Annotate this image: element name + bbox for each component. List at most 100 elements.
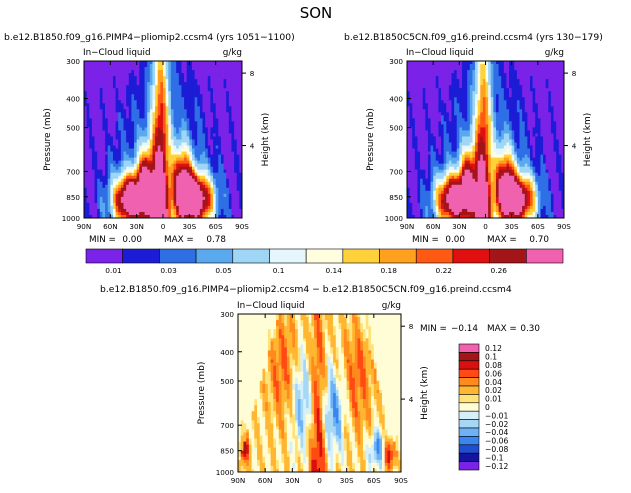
heatmap-cell (173, 103, 177, 107)
heatmap-cell (425, 151, 429, 155)
heatmap-cell (239, 169, 243, 174)
heatmap-cell (168, 151, 172, 155)
heatmap-cell (485, 100, 489, 104)
heatmap-cell (501, 73, 505, 77)
heatmap-cell (430, 109, 434, 113)
heatmap-cell (488, 61, 492, 65)
heatmap-cell (105, 190, 109, 195)
heatmap-cell (144, 97, 148, 101)
heatmap-cell (220, 208, 224, 213)
heatmap-cell (94, 139, 98, 143)
heatmap-cell (170, 136, 174, 140)
heatmap-cell (157, 61, 161, 65)
heatmap-cell (218, 202, 222, 207)
heatmap-cell (535, 64, 539, 68)
heatmap-cell (123, 130, 127, 134)
heatmap-cell (228, 106, 232, 110)
heatmap-cell (448, 85, 452, 89)
heatmap-cell (186, 127, 190, 131)
heatmap-cell (97, 190, 101, 195)
heatmap-cell (482, 133, 486, 137)
heatmap-cell (194, 76, 198, 80)
heatmap-cell (152, 142, 156, 146)
heatmap-cell (561, 94, 565, 98)
heatmap-cell (110, 64, 114, 68)
heatmap-cell (89, 64, 93, 68)
heatmap-cell (427, 79, 431, 83)
heatmap-cell (459, 130, 463, 134)
heatmap-cell (189, 67, 193, 71)
heatmap-cell (435, 121, 439, 125)
heatmap-cell (176, 79, 180, 83)
heatmap-cell (236, 109, 240, 113)
heatmap-cell (205, 115, 209, 119)
heatmap-cell (407, 112, 411, 116)
heatmap-cell (173, 127, 177, 131)
heatmap-cell (213, 91, 217, 95)
heatmap-cell (118, 85, 122, 89)
y-tick-label: 700 (66, 167, 80, 176)
heatmap-cell (97, 196, 101, 201)
heatmap-cell (134, 112, 138, 116)
heatmap-cell (205, 145, 209, 149)
heatmap-cell (519, 103, 523, 107)
heatmap-cell (545, 109, 549, 113)
heatmap-cell (89, 148, 93, 152)
heatmap-cell (110, 211, 114, 216)
heatmap-cell (509, 127, 513, 131)
heatmap-cell (205, 196, 209, 201)
heatmap-cell (202, 214, 206, 219)
heatmap-cell (207, 139, 211, 143)
heatmap-cell (120, 172, 124, 177)
heatmap-cell (134, 94, 138, 98)
heatmap-cell (189, 151, 193, 155)
heatmap-cell (191, 163, 195, 168)
heatmap-cell (467, 94, 471, 98)
heatmap-cell (506, 64, 510, 68)
heatmap-cell (213, 127, 217, 131)
heatmap-cell (509, 121, 513, 125)
heatmap-cell (152, 106, 156, 110)
heatmap-cell (110, 193, 114, 198)
heatmap-cell (178, 73, 182, 77)
heatmap-cell (498, 130, 502, 134)
heatmap-cell (231, 118, 235, 122)
heatmap-cell (482, 67, 486, 71)
heatmap-cell (99, 136, 103, 140)
heatmap-cell (186, 67, 190, 71)
heatmap-cell (136, 91, 140, 95)
heatmap-cell (173, 196, 177, 201)
heatmap-cell (469, 64, 473, 68)
heatmap-cell (417, 82, 421, 86)
heatmap-cell (160, 172, 164, 177)
heatmap-cell (456, 103, 460, 107)
heatmap-cell (91, 82, 95, 86)
heatmap-cell (407, 103, 411, 107)
heatmap-cell (407, 136, 411, 140)
heatmap-cell (490, 64, 494, 68)
heatmap-cell (136, 100, 140, 104)
heatmap-cell (556, 106, 560, 110)
heatmap-cell (176, 196, 180, 201)
heatmap-cell (210, 130, 214, 134)
heatmap-cell (480, 100, 484, 104)
heatmap-cell (86, 157, 90, 162)
heatmap-cell (202, 148, 206, 152)
heatmap-cell (537, 91, 541, 95)
heatmap-cell (186, 79, 190, 83)
heatmap-cell (99, 139, 103, 143)
heatmap-cell (126, 214, 130, 219)
heatmap-cell (186, 154, 190, 159)
heatmap-cell (105, 109, 109, 113)
heatmap-cell (152, 184, 156, 189)
heatmap-cell (136, 112, 140, 116)
heatmap-cell (553, 85, 557, 89)
heatmap-cell (451, 139, 455, 143)
heatmap-cell (120, 109, 124, 113)
heatmap-cell (102, 136, 106, 140)
heatmap-cell (482, 61, 486, 65)
heatmap-cell (186, 109, 190, 113)
heatmap-cell (226, 61, 230, 65)
heatmap-cell (220, 121, 224, 125)
heatmap-cell (176, 181, 180, 186)
